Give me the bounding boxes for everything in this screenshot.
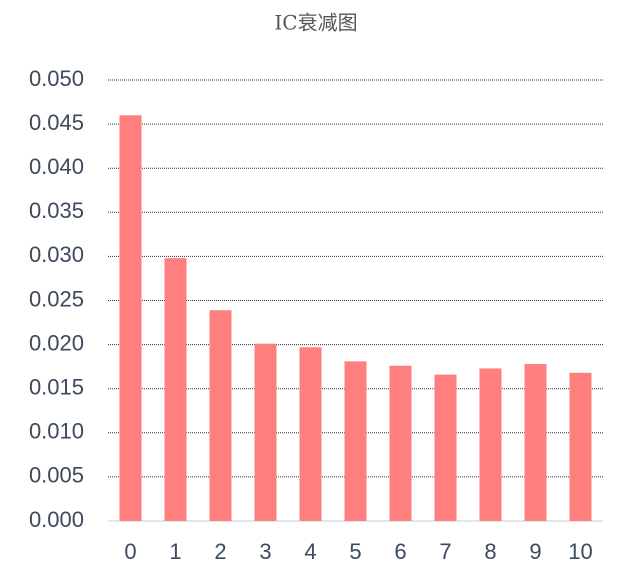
bar <box>164 258 187 521</box>
bar <box>479 368 502 521</box>
x-tick-label: 1 <box>169 539 181 564</box>
x-tick-label: 2 <box>214 539 226 564</box>
bar <box>119 115 142 521</box>
bar <box>299 347 322 521</box>
y-tick-label: 0.040 <box>29 154 84 179</box>
bar <box>344 361 367 521</box>
x-tick-label: 3 <box>259 539 271 564</box>
x-tick-label: 8 <box>484 539 496 564</box>
x-tick-label: 7 <box>439 539 451 564</box>
x-tick-label: 5 <box>349 539 361 564</box>
bar <box>524 364 547 521</box>
x-tick-label: 4 <box>304 539 316 564</box>
x-tick-label: 6 <box>394 539 406 564</box>
bar <box>254 343 277 521</box>
x-tick-label: 10 <box>568 539 592 564</box>
y-tick-label: 0.005 <box>29 463 84 488</box>
y-tick-label: 0.050 <box>29 66 84 91</box>
chart-title: IC衰减图 <box>274 11 357 35</box>
y-tick-label: 0.020 <box>29 330 84 355</box>
bar <box>434 374 457 521</box>
x-tick-label: 9 <box>529 539 541 564</box>
x-tick-label: 0 <box>124 539 136 564</box>
bar <box>209 310 232 521</box>
y-tick-label: 0.045 <box>29 110 84 135</box>
y-tick-label: 0.030 <box>29 242 84 267</box>
bar <box>569 372 592 521</box>
y-tick-label: 0.015 <box>29 375 84 400</box>
y-tick-label: 0.035 <box>29 198 84 223</box>
y-tick-label: 0.010 <box>29 419 84 444</box>
y-tick-label: 0.025 <box>29 286 84 311</box>
y-tick-label: 0.000 <box>29 507 84 532</box>
bar <box>389 365 412 521</box>
